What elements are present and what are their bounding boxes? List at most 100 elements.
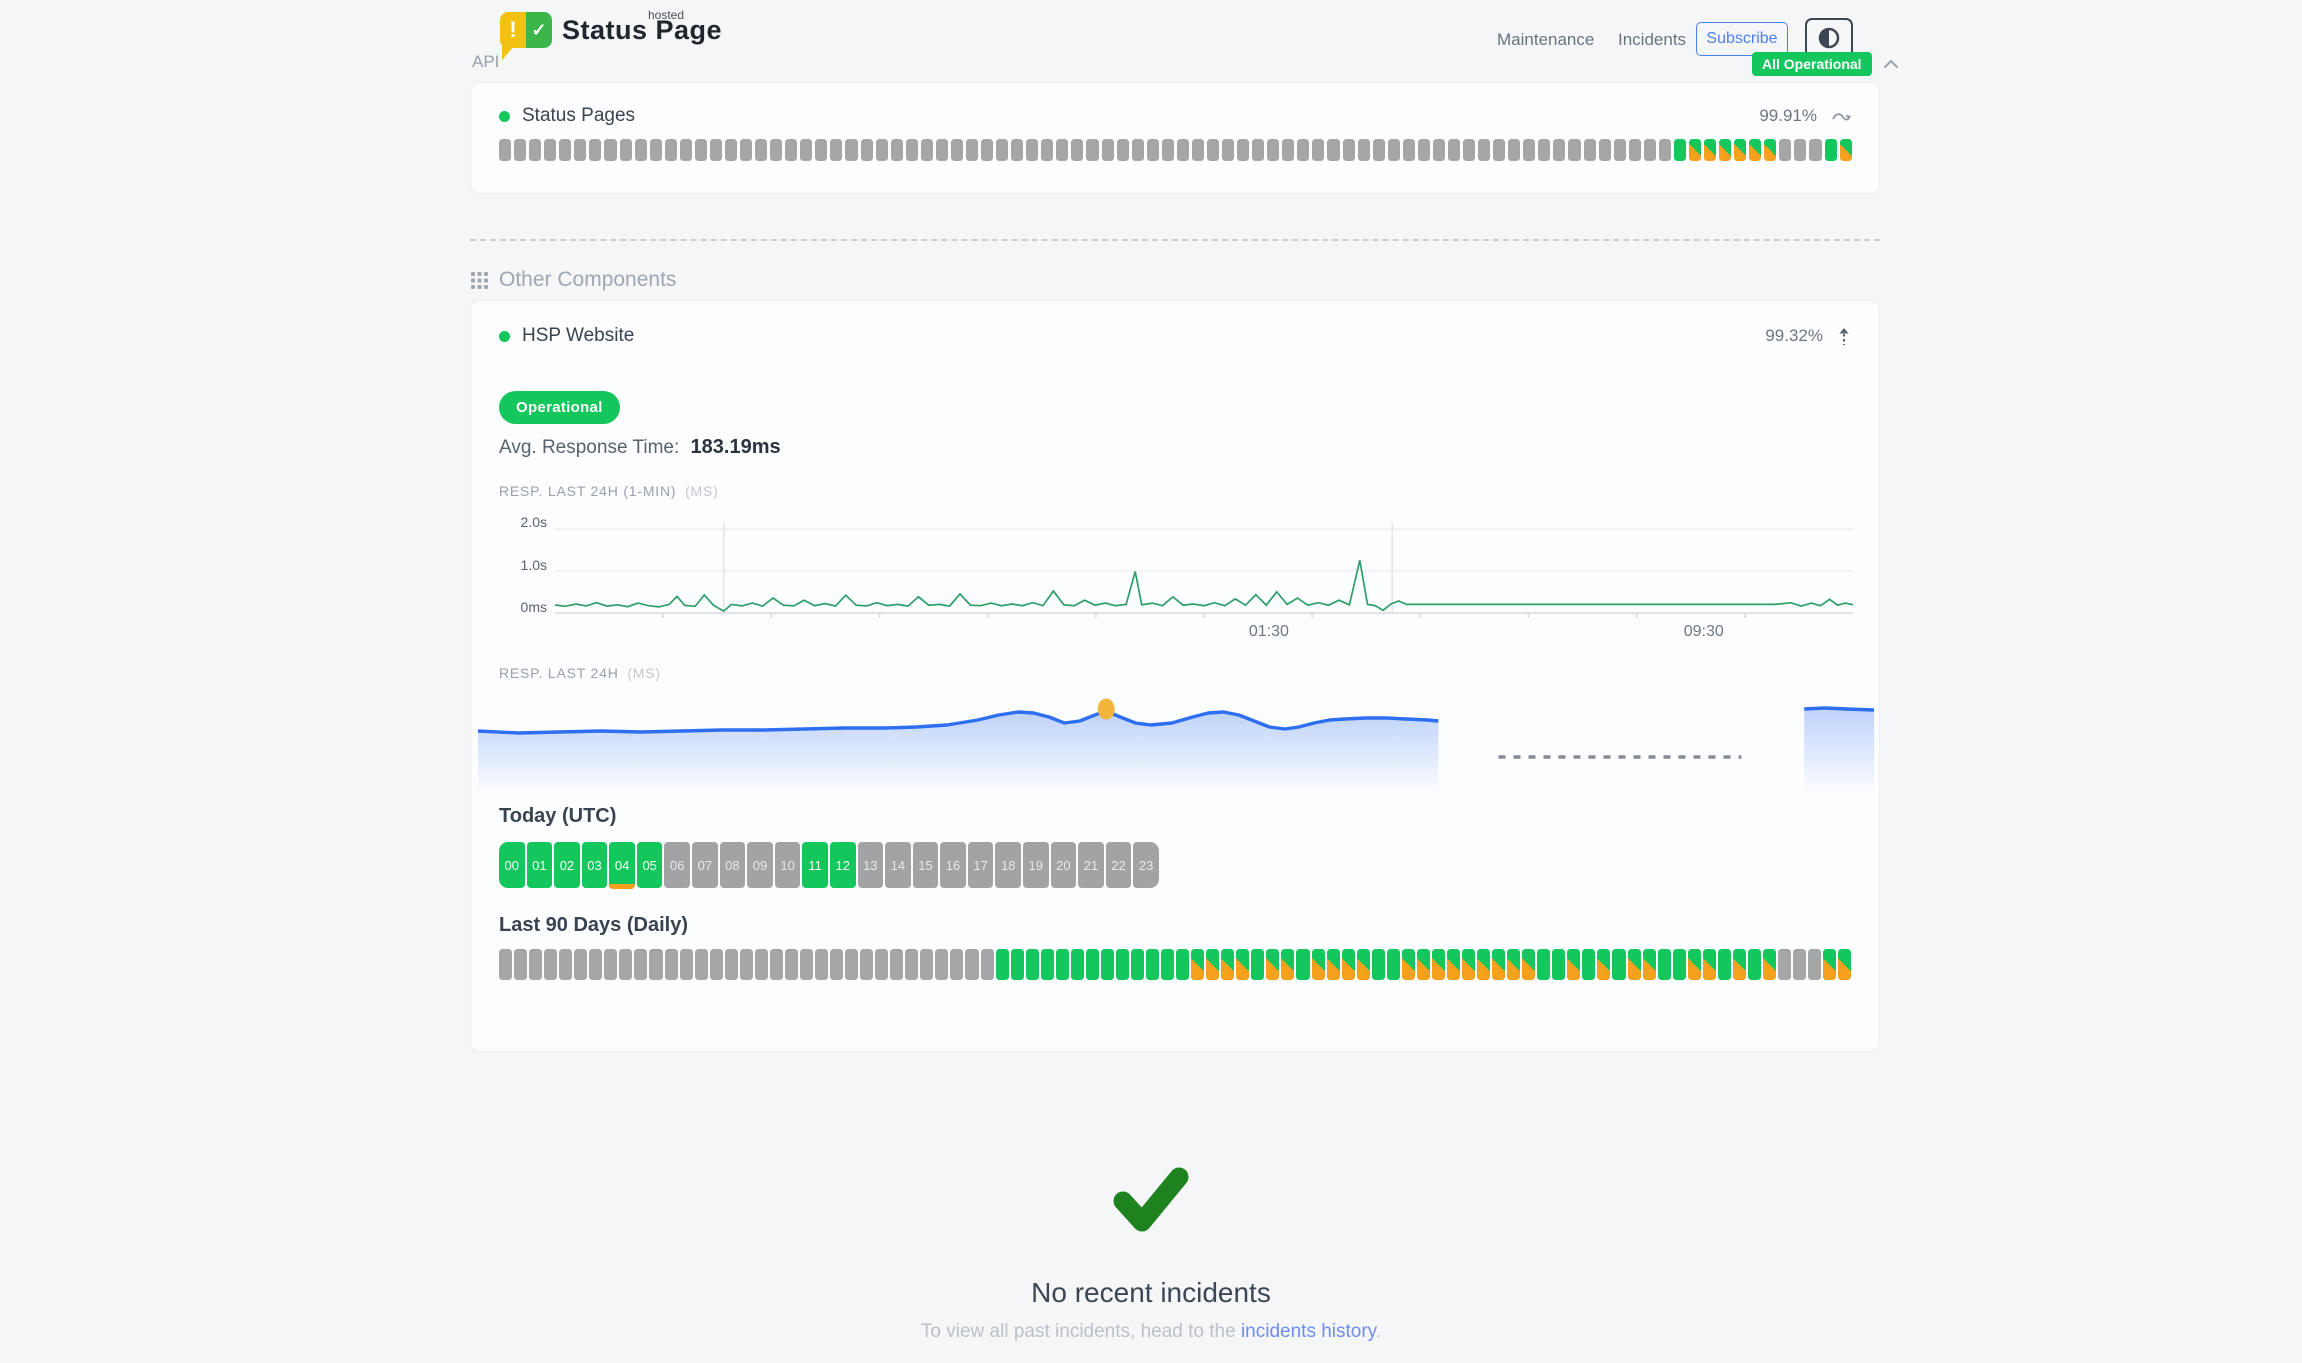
uptime-bar[interactable] [1417, 139, 1430, 161]
uptime-bar[interactable] [1749, 139, 1762, 161]
uptime-bar[interactable] [1627, 949, 1641, 980]
uptime-bar[interactable] [1493, 139, 1506, 161]
uptime-bar[interactable] [1838, 949, 1852, 980]
hour-block-11[interactable]: 11 [802, 842, 828, 888]
uptime-bar[interactable] [814, 949, 829, 980]
uptime-bar[interactable] [574, 949, 588, 980]
uptime-bar[interactable] [1252, 139, 1265, 161]
uptime-bar[interactable] [1808, 949, 1822, 980]
hour-block-17[interactable]: 17 [967, 842, 994, 888]
uptime-bar[interactable] [1222, 139, 1235, 161]
uptime-bar[interactable] [1357, 139, 1370, 161]
uptime-bar[interactable] [1342, 139, 1355, 161]
uptime-bar[interactable] [589, 949, 603, 980]
uptime-bar[interactable] [965, 949, 979, 980]
uptime-bar[interactable] [935, 139, 948, 161]
uptime-bar[interactable] [1463, 139, 1476, 161]
uptime-bar[interactable] [1673, 139, 1686, 161]
hour-block-13[interactable]: 13 [857, 842, 884, 888]
uptime-bar[interactable] [1582, 949, 1596, 980]
hour-block-04[interactable]: 04 [609, 842, 635, 889]
uptime-bar[interactable] [1161, 139, 1174, 161]
hour-block-16[interactable]: 16 [940, 842, 966, 888]
uptime-bar[interactable] [1583, 139, 1596, 161]
uptime-bar[interactable] [830, 949, 844, 980]
uptime-bar[interactable] [1371, 949, 1385, 980]
hour-block-19[interactable]: 19 [1022, 842, 1049, 888]
uptime-bar[interactable] [1687, 949, 1701, 980]
uptime-bar[interactable] [784, 949, 798, 980]
uptime-bar[interactable] [1628, 139, 1641, 161]
uptime-bar[interactable] [544, 949, 558, 980]
uptime-bar[interactable] [1402, 139, 1415, 161]
uptime-bar[interactable] [1507, 949, 1521, 980]
uptime-bar[interactable] [529, 139, 542, 161]
uptime-bar[interactable] [1341, 949, 1355, 980]
uptime-bar[interactable] [740, 139, 753, 161]
uptime-bar[interactable] [815, 139, 828, 161]
uptime-bar[interactable] [1131, 139, 1144, 161]
uptime-bar[interactable] [1794, 139, 1807, 161]
hour-block-21[interactable]: 21 [1078, 842, 1104, 888]
uptime-bar[interactable] [1326, 949, 1340, 980]
uptime-bar[interactable] [1010, 949, 1024, 980]
uptime-bar[interactable] [1688, 139, 1701, 161]
uptime-bar[interactable] [1839, 139, 1852, 161]
uptime-bar[interactable] [499, 139, 512, 161]
uptime-bar[interactable] [996, 139, 1009, 161]
uptime-bar[interactable] [905, 139, 918, 161]
hour-block-02[interactable]: 02 [554, 842, 580, 888]
uptime-bar[interactable] [1176, 139, 1189, 161]
uptime-bar[interactable] [1717, 949, 1731, 980]
uptime-bar[interactable] [1251, 949, 1265, 980]
uptime-bar[interactable] [770, 139, 783, 161]
uptime-bar[interactable] [1401, 949, 1415, 980]
uptime-bar[interactable] [1462, 949, 1476, 980]
uptime-bar[interactable] [1431, 949, 1445, 980]
uptime-bar[interactable] [1478, 139, 1491, 161]
hour-block-07[interactable]: 07 [692, 842, 718, 888]
uptime-bar[interactable] [634, 139, 647, 161]
uptime-bar[interactable] [1011, 139, 1024, 161]
hour-block-22[interactable]: 22 [1105, 842, 1132, 888]
uptime-bar[interactable] [1221, 949, 1235, 980]
uptime-bar[interactable] [845, 949, 859, 980]
uptime-bar[interactable] [589, 139, 602, 161]
uptime-bar[interactable] [1793, 949, 1807, 980]
uptime-bar[interactable] [739, 949, 753, 980]
uptime-bar[interactable] [1071, 139, 1084, 161]
hour-block-12[interactable]: 12 [829, 842, 856, 888]
uptime-bar[interactable] [1537, 949, 1551, 980]
uptime-bar[interactable] [1282, 139, 1295, 161]
uptime-bar[interactable] [1115, 949, 1129, 980]
uptime-bar[interactable] [935, 949, 949, 980]
uptime-bar[interactable] [664, 949, 678, 980]
uptime-bar[interactable] [559, 949, 573, 980]
uptime-bar[interactable] [1764, 139, 1777, 161]
uptime-bar[interactable] [679, 949, 693, 980]
uptime-bar[interactable] [1312, 139, 1325, 161]
current-point-marker[interactable] [1097, 698, 1115, 720]
uptime-bar[interactable] [890, 949, 904, 980]
uptime-bar[interactable] [950, 139, 963, 161]
hour-block-06[interactable]: 06 [664, 842, 691, 888]
nav-maintenance-link[interactable]: Maintenance [1497, 30, 1595, 49]
hour-block-10[interactable]: 10 [774, 842, 801, 888]
uptime-bar[interactable] [1327, 139, 1340, 161]
uptime-bar[interactable] [1568, 139, 1581, 161]
uptime-bar[interactable] [1161, 949, 1175, 980]
uptime-bar[interactable] [860, 139, 873, 161]
uptime-bar[interactable] [890, 139, 903, 161]
uptime-bar[interactable] [1041, 139, 1054, 161]
uptime-bar[interactable] [1523, 139, 1536, 161]
hour-block-03[interactable]: 03 [581, 842, 608, 888]
uptime-bar[interactable] [1086, 139, 1099, 161]
uptime-bar[interactable] [1657, 949, 1671, 980]
uptime-bar[interactable] [1100, 949, 1114, 980]
uptime-bar[interactable] [649, 949, 663, 980]
uptime-bar[interactable] [1116, 139, 1129, 161]
hour-block-09[interactable]: 09 [747, 842, 773, 888]
uptime-bars[interactable] [499, 139, 1852, 161]
hour-block-23[interactable]: 23 [1133, 842, 1159, 888]
hour-block-14[interactable]: 14 [885, 842, 911, 888]
